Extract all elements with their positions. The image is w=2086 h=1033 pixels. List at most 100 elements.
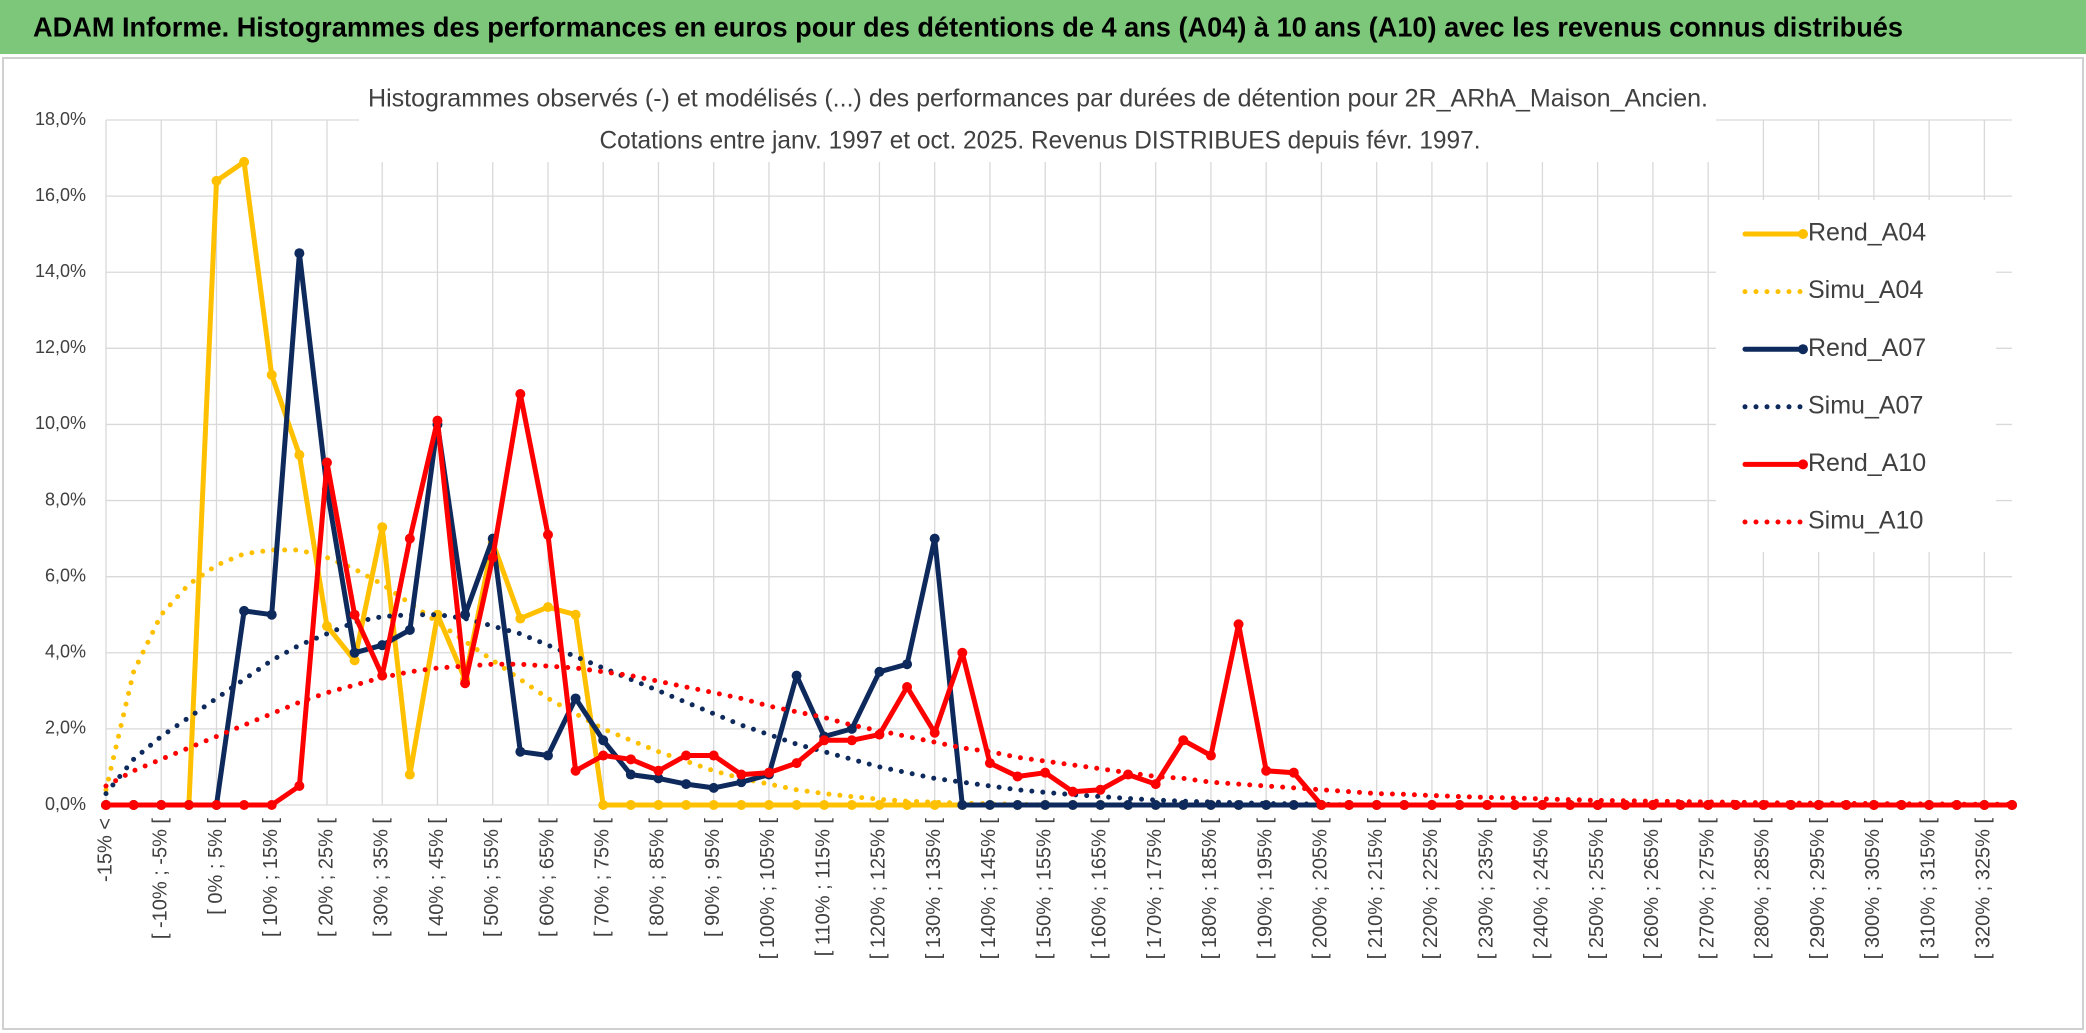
data-point — [432, 415, 443, 426]
y-tick-label: 8,0% — [45, 489, 86, 509]
x-tick-label: [ 290% ; 295% [ — [1807, 818, 1829, 960]
data-point — [515, 389, 526, 399]
x-tick-label: [ 130% ; 135% [ — [923, 818, 945, 960]
x-tick-label: [ 10% ; 15% [ — [260, 818, 282, 937]
data-point — [542, 529, 553, 540]
data-point — [1288, 767, 1299, 778]
x-tick-label: [ 20% ; 25% [ — [315, 818, 337, 937]
data-point — [1454, 800, 1465, 810]
x-tick-label: [ 160% ; 165% [ — [1089, 818, 1111, 960]
data-point — [984, 800, 995, 810]
data-point — [929, 533, 940, 544]
x-tick-label: [ 220% ; 225% [ — [1420, 818, 1442, 960]
y-tick-label: 0,0% — [45, 794, 86, 814]
data-point — [791, 800, 802, 810]
data-point — [736, 769, 747, 780]
data-point — [404, 624, 415, 635]
data-point — [321, 457, 332, 468]
data-point — [791, 670, 802, 681]
data-point — [183, 800, 194, 810]
data-point — [708, 800, 719, 810]
data-point — [791, 758, 802, 769]
data-point — [1012, 800, 1023, 810]
data-point — [1261, 765, 1272, 776]
data-point — [542, 750, 553, 761]
data-point — [266, 800, 277, 810]
y-tick-label: 18,0% — [35, 109, 86, 129]
x-tick-label: [ 170% ; 175% [ — [1144, 818, 1166, 960]
x-tick-label: [ 210% ; 215% [ — [1365, 818, 1387, 960]
data-point — [321, 621, 332, 632]
x-tick-label: [ 190% ; 195% [ — [1254, 818, 1276, 960]
data-point — [1095, 800, 1106, 810]
data-point — [211, 175, 222, 186]
data-point — [1150, 779, 1161, 790]
x-tick-label: [ 250% ; 255% [ — [1586, 818, 1608, 960]
header-title: ADAM Informe. Histogrammes des performan… — [33, 11, 1903, 42]
x-tick-label: [ 70% ; 75% [ — [591, 818, 613, 937]
data-point — [1012, 771, 1023, 782]
chart-frame — [2, 57, 2084, 1030]
data-point — [1040, 767, 1051, 778]
x-tick-label: [ 50% ; 55% [ — [481, 818, 503, 937]
data-point — [487, 552, 498, 563]
data-point — [460, 678, 471, 689]
legend-label: Rend_A07 — [1808, 334, 1926, 362]
data-point — [846, 800, 857, 810]
data-point — [349, 609, 360, 620]
y-tick-label: 6,0% — [45, 565, 86, 585]
x-tick-label: [ 280% ; 285% [ — [1752, 818, 1774, 960]
data-point — [653, 800, 664, 810]
series-line — [103, 391, 2015, 808]
x-tick-label: [ 310% ; 315% [ — [1917, 818, 1939, 960]
data-point — [763, 767, 774, 778]
x-tick-label: [ 40% ; 45% [ — [426, 818, 448, 937]
data-point — [874, 800, 885, 810]
data-point — [294, 780, 305, 791]
data-point — [570, 609, 581, 620]
data-point — [266, 609, 277, 620]
data-point — [957, 800, 968, 810]
data-point — [598, 750, 609, 761]
x-tick-label: [ 60% ; 65% [ — [536, 818, 558, 937]
data-point — [432, 609, 443, 620]
data-point — [1067, 786, 1078, 797]
data-point — [542, 602, 553, 613]
x-tick-label: [ 80% ; 85% [ — [647, 818, 669, 937]
header-bar — [0, 0, 2086, 54]
data-point — [929, 727, 940, 738]
data-point — [1537, 800, 1548, 810]
data-point — [266, 369, 277, 380]
data-point — [515, 746, 526, 757]
data-point — [957, 647, 968, 658]
data-point — [294, 449, 305, 460]
data-point — [101, 800, 111, 810]
data-point — [653, 773, 664, 784]
data-point — [763, 800, 774, 810]
x-tick-label: [ 200% ; 205% [ — [1310, 818, 1332, 960]
data-point — [736, 800, 747, 810]
data-point — [239, 605, 250, 616]
legend-marker — [1798, 344, 1808, 355]
x-tick-label: [ 230% ; 235% [ — [1475, 818, 1497, 960]
data-point — [1399, 800, 1410, 810]
data-point — [681, 750, 692, 761]
legend: Rend_A04 Simu_A04 Rend_A07 Simu_A07 Rend_A10… — [1716, 200, 1996, 552]
data-point — [625, 800, 636, 810]
series-line — [103, 661, 2015, 807]
x-tick-label: [ 110% ; 115% [ — [812, 818, 834, 957]
data-point — [1316, 800, 1327, 810]
x-tick-label: [ 100% ; 105% [ — [757, 818, 779, 960]
data-point — [819, 800, 830, 810]
x-tick-label: [ 270% ; 275% [ — [1696, 818, 1718, 960]
x-tick-label: [ 260% ; 265% [ — [1641, 818, 1663, 960]
legend-background — [1716, 200, 1996, 552]
data-point — [902, 682, 913, 693]
legend-label: Simu_A04 — [1808, 276, 1923, 304]
data-point — [708, 782, 719, 793]
data-point — [1233, 619, 1244, 630]
y-tick-label: 10,0% — [35, 413, 86, 433]
x-tick-label: [ 300% ; 305% [ — [1862, 818, 1884, 960]
data-point — [294, 248, 305, 259]
legend-label: Simu_A10 — [1808, 507, 1923, 535]
